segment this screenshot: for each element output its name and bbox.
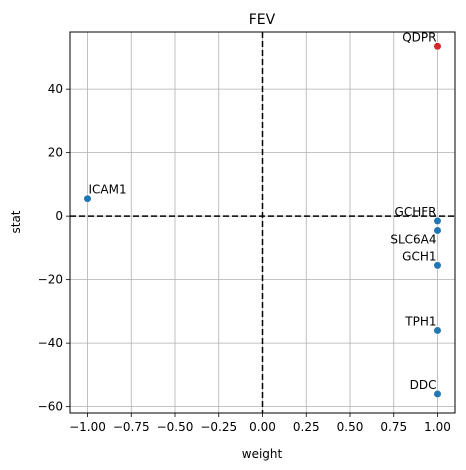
data-point: [83, 194, 92, 203]
point-label: TPH1: [404, 314, 436, 328]
data-point: [433, 216, 442, 226]
x-tick-label: 0.00: [249, 420, 276, 434]
data-point: [433, 326, 442, 335]
data-points: [83, 42, 442, 399]
point-label: GCH1: [402, 249, 436, 263]
y-tick-label: −60: [38, 400, 63, 414]
x-tick-label: −0.25: [200, 420, 237, 434]
x-axis-ticks: −1.00 −0.75 −0.50 −0.25 0.00 0.25 0.50 0.75 1.00: [69, 413, 451, 434]
x-tick-label: 0.75: [380, 420, 407, 434]
y-tick-label: −40: [38, 336, 63, 350]
point-label: GCHFR: [395, 205, 437, 219]
x-tick-label: 0.25: [293, 420, 320, 434]
point-label: QDPR: [402, 30, 436, 44]
x-tick-label: 0.50: [337, 420, 364, 434]
reference-lines: [70, 32, 455, 413]
x-axis-label: weight: [242, 447, 283, 461]
data-point: [433, 226, 442, 235]
x-tick-label: −0.75: [113, 420, 150, 434]
y-tick-label: 40: [48, 82, 63, 96]
point-label: SLC6A4: [390, 232, 436, 246]
data-point: [433, 42, 442, 51]
y-axis-ticks: −60 −40 −20 0 20 40: [38, 82, 70, 414]
x-tick-label: −0.50: [157, 420, 194, 434]
data-point: [433, 389, 442, 399]
x-tick-label: 1.00: [424, 420, 451, 434]
y-tick-label: −20: [38, 273, 63, 287]
point-label: DDC: [410, 378, 437, 392]
data-point: [433, 261, 442, 270]
y-tick-label: 0: [55, 209, 63, 223]
point-labels: QDPR ICAM1 GCHFR SLC6A4 GCH1 TPH1 DDC: [89, 30, 437, 392]
y-axis-label: stat: [9, 210, 23, 233]
point-label: ICAM1: [89, 183, 127, 197]
x-tick-label: −1.00: [69, 420, 106, 434]
chart-title: FEV: [249, 12, 276, 28]
y-tick-label: 20: [48, 146, 63, 160]
